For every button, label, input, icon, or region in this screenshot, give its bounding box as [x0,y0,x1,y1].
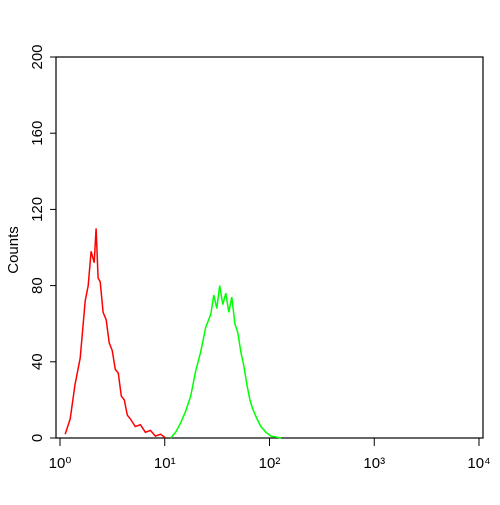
y-tick-label: 160 [29,121,46,146]
x-tick-label: 10⁰ [49,455,72,472]
y-tick-label: 200 [29,44,46,69]
histogram-line [64,228,167,439]
y-tick-label: 40 [29,353,46,370]
x-tick-label: 10⁴ [467,455,490,472]
histogram-line [170,285,282,439]
x-tick-label: 10² [259,455,281,472]
x-tick-label: 10³ [363,455,385,472]
y-tick-label: 120 [29,197,46,222]
x-tick-label: 10¹ [154,455,176,472]
y-tick-label: 0 [29,434,46,442]
y-tick-label: 80 [29,277,46,294]
y-axis-label: Counts [5,226,22,274]
